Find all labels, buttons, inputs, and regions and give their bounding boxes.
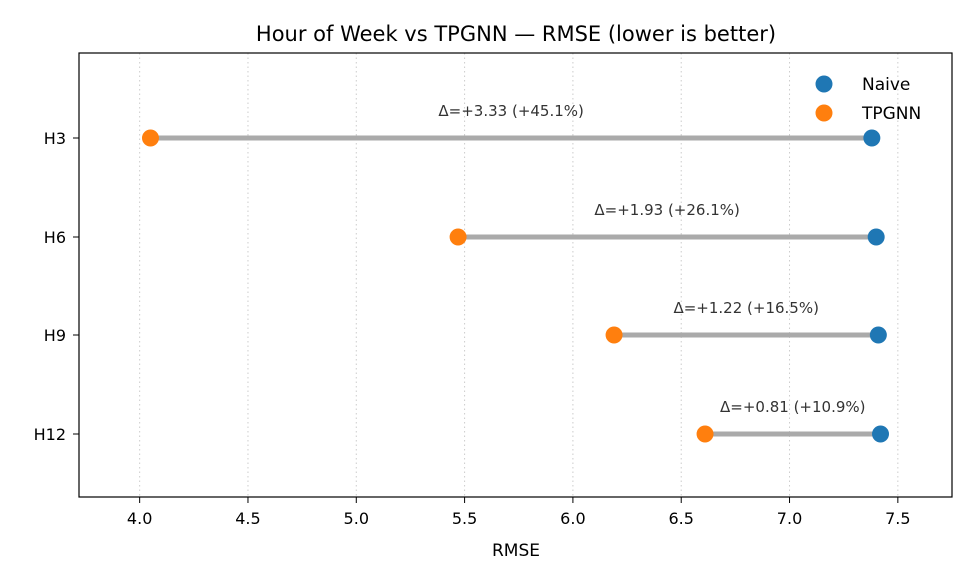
tpgnn-point xyxy=(449,228,467,246)
connector-lines xyxy=(150,135,881,437)
tpgnn-point xyxy=(696,425,714,443)
naive-point xyxy=(867,228,885,246)
x-tick-label: 4.5 xyxy=(235,509,260,528)
x-axis-label: RMSE xyxy=(492,541,540,561)
x-tick-label: 5.5 xyxy=(452,509,477,528)
x-tick-label: 7.5 xyxy=(885,509,910,528)
x-tick-label: 4.0 xyxy=(127,509,152,528)
y-tick-label: H9 xyxy=(44,326,66,345)
tpgnn-point xyxy=(605,326,623,344)
tpgnn-point xyxy=(141,129,159,147)
x-tick-label: 6.0 xyxy=(560,509,585,528)
x-tick-label: 5.0 xyxy=(344,509,369,528)
legend: Naive TPGNN xyxy=(815,75,921,124)
data-points xyxy=(141,129,890,443)
naive-point xyxy=(863,129,881,147)
grid-lines xyxy=(139,53,899,497)
legend-label: TPGNN xyxy=(861,104,921,124)
y-tick-label: H3 xyxy=(44,129,66,148)
naive-point xyxy=(869,326,887,344)
y-tick-label: H6 xyxy=(44,228,66,247)
legend-marker xyxy=(815,75,833,93)
legend-label: Naive xyxy=(862,75,910,95)
x-tick-label: 6.5 xyxy=(668,509,693,528)
axes: 4.0 4.5 5.0 5.5 6.0 6.5 7.0 7.5 H3 H6 H9 H12 xyxy=(34,52,953,528)
naive-point xyxy=(872,425,890,443)
delta-annotation: Δ=+1.22 (+16.5%) xyxy=(673,299,819,317)
x-tick-label: 7.0 xyxy=(777,509,802,528)
delta-annotations: Δ=+3.33 (+45.1%) Δ=+1.93 (+26.1%) Δ=+1.22 … xyxy=(438,102,865,416)
delta-annotation: Δ=+0.81 (+10.9%) xyxy=(720,398,866,416)
delta-annotation: Δ=+3.33 (+45.1%) xyxy=(438,102,584,120)
legend-marker xyxy=(815,104,833,122)
plot-frame xyxy=(78,52,953,498)
chart-title: Hour of Week vs TPGNN — RMSE (lower is b… xyxy=(256,22,776,46)
y-tick-label: H12 xyxy=(34,425,66,444)
delta-annotation: Δ=+1.93 (+26.1%) xyxy=(594,201,740,219)
